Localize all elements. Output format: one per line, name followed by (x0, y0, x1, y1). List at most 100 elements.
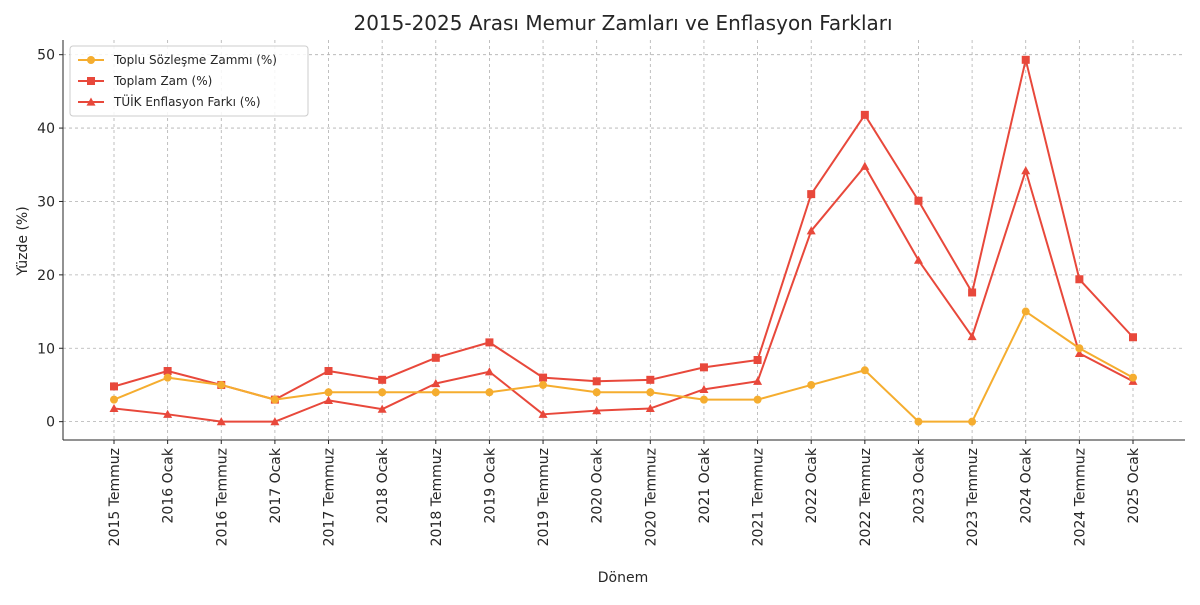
data-point (914, 196, 923, 205)
data-point (324, 395, 334, 404)
chart-title: 2015-2025 Arası Memur Zamları ve Enflasy… (353, 11, 892, 35)
data-point (1129, 373, 1137, 382)
data-point (806, 226, 816, 235)
x-tick-label: 2021 Ocak (697, 447, 713, 523)
y-tick-label: 50 (37, 48, 55, 64)
series-layer (109, 55, 1138, 426)
data-point (377, 404, 387, 413)
data-point (914, 417, 923, 426)
series-2 (110, 55, 1137, 404)
data-point (163, 409, 173, 418)
x-tick-label: 2023 Temmuz (965, 448, 981, 546)
data-point (807, 380, 816, 389)
x-axis-label: Dönem (598, 570, 648, 586)
legend-label: Toplam Zam (%) (113, 74, 212, 88)
data-point (860, 110, 869, 119)
data-point (592, 406, 602, 415)
data-point (270, 417, 280, 426)
data-point (163, 373, 172, 382)
data-point (110, 395, 118, 404)
data-point (646, 388, 655, 397)
data-point (539, 380, 548, 389)
data-point (485, 338, 494, 347)
x-tick-label: 2023 Ocak (911, 447, 927, 523)
data-point (163, 367, 172, 376)
x-tick-label: 2019 Temmuz (536, 448, 552, 546)
data-point (484, 367, 494, 376)
data-point (324, 367, 333, 376)
data-point (753, 395, 762, 404)
data-point (431, 378, 441, 388)
data-point (645, 403, 655, 413)
data-point (1075, 275, 1084, 284)
data-point (807, 190, 816, 199)
y-tick-label: 0 (46, 415, 55, 431)
data-point (753, 376, 763, 385)
legend-marker (87, 77, 95, 85)
x-tick-label: 2017 Temmuz (322, 448, 338, 546)
data-point (1074, 348, 1084, 357)
x-tick-label: 2018 Ocak (375, 447, 391, 523)
data-point (431, 388, 440, 397)
series-line (113, 310, 1134, 423)
x-tick-label: 2025 Ocak (1126, 447, 1142, 523)
axes: 0 10 20 30 40 50 2015 Temmuz 2016 Ocak 2016 Temm… (37, 40, 1185, 546)
x-tick-label: 2020 Temmuz (643, 448, 659, 546)
y-tick-label: 30 (37, 194, 55, 210)
data-point (592, 388, 601, 397)
data-point (699, 363, 708, 372)
data-point (646, 375, 655, 384)
data-point (324, 388, 333, 397)
legend-item: Toplu Sözleşme Zammı (%) (78, 53, 277, 67)
x-tick-label: 2016 Temmuz (214, 448, 230, 546)
data-point (913, 255, 923, 264)
data-point (539, 373, 548, 382)
x-tick-label: 2017 Ocak (268, 447, 284, 523)
data-point (538, 409, 548, 418)
legend-box (69, 45, 309, 117)
data-point (860, 161, 870, 170)
data-point (109, 403, 119, 413)
data-point (860, 366, 869, 375)
x-tick-label: 2024 Ocak (1019, 447, 1035, 523)
data-point (699, 384, 709, 393)
y-tick-label: 10 (37, 341, 55, 357)
x-tick-label: 2022 Ocak (804, 447, 820, 523)
data-point (1021, 307, 1030, 316)
legend: Toplu Sözleşme Zammı (%) Toplam Zam (%) TÜ… (69, 45, 309, 117)
data-point (967, 332, 977, 341)
x-tick-label: 2018 Temmuz (429, 448, 445, 546)
grid (63, 40, 1185, 440)
data-point (699, 395, 708, 404)
series-3 (109, 161, 1138, 426)
data-point (378, 388, 387, 397)
legend-label: TÜİK Enflasyon Farkı (%) (113, 93, 261, 109)
legend-item: Toplam Zam (%) (78, 74, 212, 88)
data-point (485, 388, 494, 397)
data-point (592, 377, 601, 386)
data-point (1021, 166, 1031, 175)
x-tick-label: 2019 Ocak (482, 447, 498, 523)
series-line (113, 165, 1134, 423)
data-point (1075, 344, 1084, 353)
x-tick-label: 2016 Ocak (161, 447, 177, 523)
data-point (110, 382, 118, 391)
series-1 (110, 307, 1137, 426)
x-tick-label: 2020 Ocak (590, 447, 606, 523)
x-tick-label: 2015 Temmuz (107, 448, 123, 546)
x-tick-label: 2022 Temmuz (858, 448, 874, 546)
y-tick-label: 20 (37, 268, 55, 284)
data-point (753, 356, 762, 364)
y-axis-label: Yüzde (%) (15, 206, 31, 276)
data-point (270, 395, 279, 404)
x-tick-label: 2024 Temmuz (1072, 448, 1088, 546)
data-point (431, 353, 440, 362)
legend-item: TÜİK Enflasyon Farkı (%) (78, 93, 261, 109)
legend-marker (87, 56, 95, 64)
legend-label: Toplu Sözleşme Zammı (%) (113, 53, 277, 67)
y-tick-label: 40 (37, 121, 55, 137)
data-point (1021, 55, 1030, 64)
x-tick-label: 2021 Temmuz (751, 448, 767, 546)
